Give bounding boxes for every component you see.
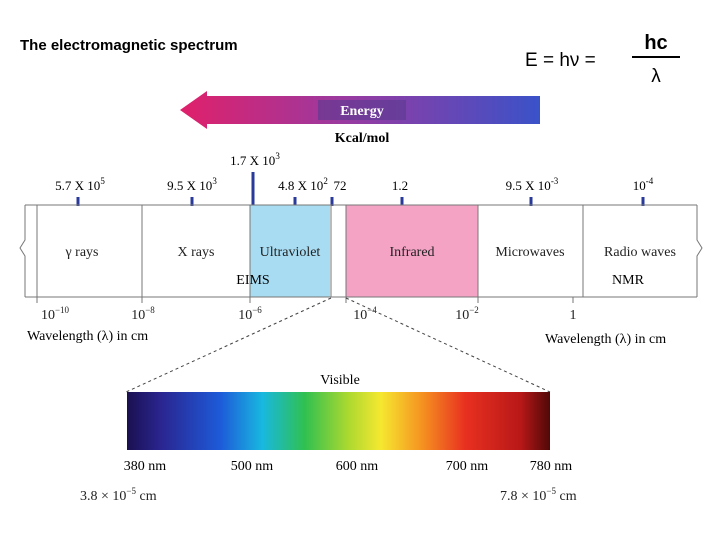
region-label: Infrared [389,245,434,260]
cm-labels: 3.8 × 10−5 cm 7.8 × 10−5 cm [80,486,577,504]
energy-label-bg [318,100,406,120]
label-base: 1.7 X 10 [230,153,275,168]
nm-label: 380 nm [124,459,167,474]
label: 3.8 × 10−5 cm [80,486,157,504]
wavelength-ticks: 10−10 10−8 10−6 10−4 10−2 1 [36,297,577,323]
label-unit: cm [136,489,157,504]
label: 10−2 [455,305,479,323]
label-base: 10 [41,308,55,323]
label: 10−8 [131,305,155,323]
label-base: 1 [570,308,577,323]
band-lines [19,204,703,298]
nm-labels: 380 nm 500 nm 600 nm 700 nm 780 nm [124,459,573,474]
label: 10−4 [353,305,377,323]
label-exponent: −2 [469,305,479,315]
label-exponent: −10 [55,305,70,315]
label-exponent: 5 [100,176,105,186]
label-exponent: −5 [546,486,556,496]
units: Kcal/mol [335,131,390,146]
uv-band [250,205,330,297]
label: 7.8 × 10−5 cm [500,486,577,504]
label-base: 1.2 [392,178,408,193]
region-label: Radio waves [604,245,676,260]
label: 72 [334,178,347,193]
energy-label: Energy [340,104,384,119]
label: 1 [570,308,577,323]
label-base: 9.5 X 10 [167,178,212,193]
zoom-line [125,297,332,393]
label-exponent: −5 [126,486,136,496]
visible-spectrum [127,392,550,450]
nm-label: 600 nm [336,459,379,474]
label-exponent: −6 [252,305,262,315]
region-label: X rays [178,245,215,260]
label-base: 3.8 × 10 [80,489,126,504]
label-base: 5.7 X 10 [55,178,100,193]
label-exponent: −8 [145,305,155,315]
label-exponent: 2 [323,176,328,186]
label-exponent: 3 [275,151,280,161]
zoom-line [345,297,551,393]
label: 9.5 X 103 [167,176,217,193]
label-unit: cm [556,489,577,504]
label-base: 7.8 × 10 [500,489,546,504]
region-label: Ultraviolet [260,245,321,260]
label-base: 10 [238,308,252,323]
nm-label: 700 nm [446,459,489,474]
axis-label: Wavelength (λ) in cm [27,329,148,344]
label: 5.7 X 105 [55,176,105,193]
visible-label: Visible [320,373,360,388]
ir-band [346,205,478,297]
label-exponent: 3 [212,176,217,186]
label-exponent: −4 [367,305,377,315]
label: 1.2 [392,178,408,193]
title: The electromagnetic spectrum [20,37,238,54]
equation-denominator: λ [651,66,661,87]
label: 9.5 X 10-3 [506,176,559,193]
label-exponent: -3 [551,176,559,186]
label-base: 10 [353,308,367,323]
nm-label: 780 nm [530,459,573,474]
label-exponent: -4 [646,176,654,186]
label: 4.8 X 102 [278,176,328,193]
label-base: 72 [334,178,347,193]
label-base: 10 [131,308,145,323]
technique: EIMS [236,273,269,288]
label: 1.7 X 103 [230,151,280,168]
nm-label: 500 nm [231,459,274,474]
technique: NMR [612,273,645,288]
regions: γ rays X rays Ultraviolet Infrared Microwave… [64,245,675,260]
region-label: Microwaves [495,245,564,260]
label: 10−6 [238,305,262,323]
label-base: 10 [455,308,469,323]
axis-label: Wavelength (λ) in cm [545,332,666,347]
region-label: γ rays [64,245,98,260]
label-base: 10 [633,178,646,193]
equation-lhs: E = hν = [525,50,596,71]
label: 10-4 [633,176,654,193]
label: 10−10 [41,305,70,323]
label-base: 9.5 X 10 [506,178,551,193]
equation-numerator: hc [644,32,667,54]
label-base: 4.8 X 10 [278,178,323,193]
